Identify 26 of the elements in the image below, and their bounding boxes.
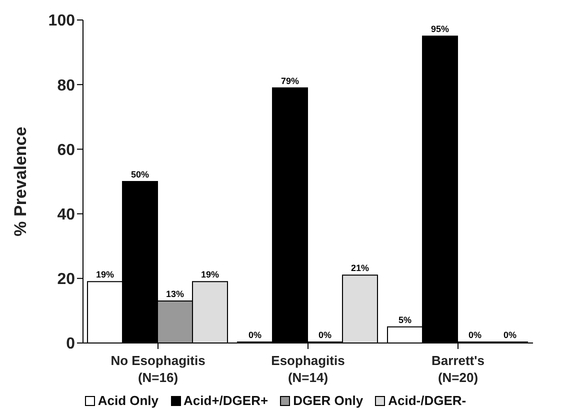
x-tick-label: Esophagitis (N=14): [271, 353, 345, 385]
y-tick-label: 40: [57, 206, 76, 224]
data-label: 13%: [166, 289, 184, 300]
legend-label: Acid+/DGER+: [184, 393, 268, 408]
data-label: 79%: [280, 76, 300, 86]
y-tick-label: 60: [57, 142, 76, 159]
data-label: 21%: [350, 263, 370, 274]
x-tick-label: Barrett's (N=20): [432, 353, 484, 385]
data-label: 19%: [96, 270, 114, 280]
legend-label: DGER Only: [293, 393, 364, 408]
data-label: 95%: [430, 24, 450, 34]
x-tick-label: No Esophagitis (N=16): [110, 353, 206, 385]
data-label: 50%: [130, 170, 150, 180]
data-label: 0%: [503, 330, 517, 340]
data-label: 0%: [318, 330, 332, 340]
y-tick-label: 80: [57, 77, 76, 94]
legend-label: Acid Only: [98, 393, 159, 408]
legend-label: Acid-/DGER-: [388, 393, 466, 408]
data-label: 0%: [248, 330, 262, 340]
y-axis-title: % Prevalence: [11, 126, 30, 236]
y-tick-label: 100: [48, 12, 76, 30]
data-label: 0%: [468, 330, 482, 340]
y-tick-label: 0: [66, 336, 76, 353]
data-label: 5%: [398, 314, 412, 325]
data-label: 19%: [200, 270, 220, 280]
y-tick-label: 20: [57, 271, 76, 288]
